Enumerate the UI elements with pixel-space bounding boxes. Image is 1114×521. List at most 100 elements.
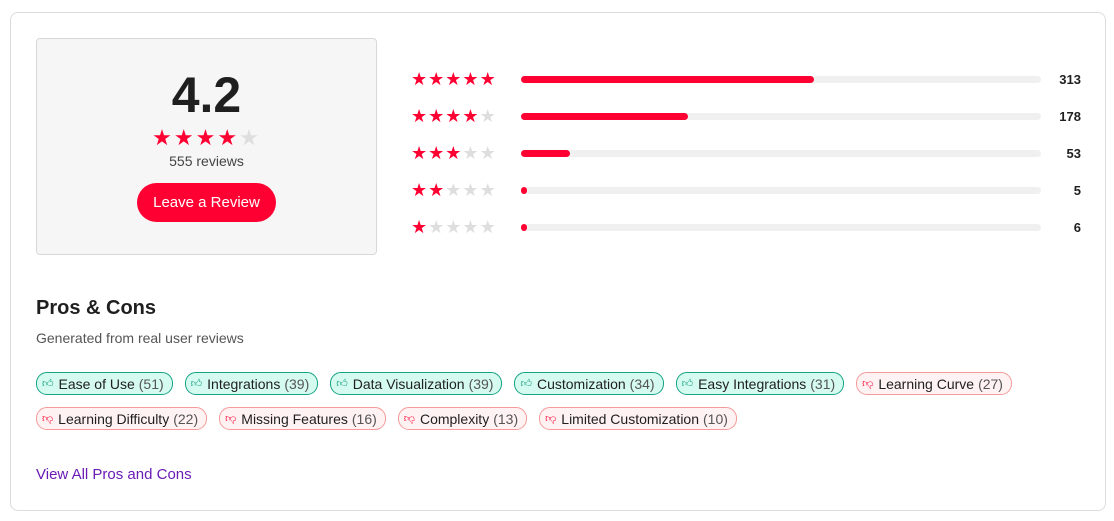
rating-bar-fill (521, 224, 527, 231)
tag-count: (16) (351, 410, 377, 427)
star-icon: ★ (428, 217, 446, 237)
star-icon: ★ (152, 125, 174, 150)
star-icon: ★ (462, 180, 480, 200)
star-icon: ★ (173, 125, 196, 150)
star-icon: ★ (445, 217, 463, 237)
star-icon: ★ (411, 180, 429, 200)
tag-count: (22) (173, 410, 199, 427)
star-icon: ★ (411, 143, 429, 163)
row-stars: ★★★★★ (411, 106, 521, 127)
tag-count: (13) (493, 410, 519, 427)
thumbs-down-icon: 👎︎ (862, 378, 874, 390)
thumbs-up-icon: 👍︎ (681, 378, 694, 390)
star-icon: ★ (411, 217, 429, 237)
rating-distribution: ★★★★★ 313 ★★★★★ 178 ★★★★★ 53 ★★★★★ 5 ★★★★★ 6 (411, 61, 1081, 246)
thumbs-up-icon: 👍︎ (42, 378, 54, 390)
star-icon: ★ (217, 125, 240, 150)
rating-row-2[interactable]: ★★★★★ 5 (411, 172, 1081, 209)
star-icon: ★ (479, 69, 497, 89)
rating-bar (521, 187, 1041, 194)
rating-row-5[interactable]: ★★★★★ 313 (411, 61, 1081, 98)
rating-count: 53 (1066, 146, 1081, 161)
rating-count: 5 (1073, 183, 1081, 198)
average-score: 4.2 (171, 67, 242, 123)
rating-bar (521, 224, 1041, 231)
tag-count: (10) (703, 410, 728, 427)
star-icon: ★ (428, 69, 446, 89)
pro-tag[interactable]: 👍︎ Data Visualization (39) (330, 372, 503, 395)
con-tag[interactable]: 👎︎ Learning Curve (27) (856, 372, 1012, 395)
pros-cons-subtitle: Generated from real user reviews (36, 330, 244, 346)
star-icon: ★ (479, 106, 497, 126)
tag-label: Ease of Use (58, 375, 135, 392)
star-icon: ★ (445, 106, 463, 126)
con-tag[interactable]: 👎︎ Missing Features (16) (219, 407, 386, 430)
star-icon: ★ (411, 69, 429, 89)
thumbs-down-icon: 👎︎ (545, 413, 557, 425)
rating-count: 313 (1059, 72, 1081, 87)
star-icon: ★ (195, 125, 218, 150)
pro-tag[interactable]: 👍︎ Easy Integrations (31) (675, 372, 845, 395)
thumbs-down-icon: 👎︎ (42, 413, 54, 425)
tag-label: Learning Difficulty (58, 410, 170, 427)
pros-cons-list: 👍︎ Ease of Use (51) 👍︎ Integrations (39) 👍︎ Dat… (36, 372, 1056, 430)
rating-count: 6 (1073, 220, 1081, 235)
rating-row-4[interactable]: ★★★★★ 178 (411, 98, 1081, 135)
rating-bar (521, 113, 1041, 120)
thumbs-down-icon: 👎︎ (403, 413, 415, 425)
star-icon: ★ (479, 180, 497, 200)
star-icon: ★ (462, 143, 480, 163)
star-icon: ★ (479, 143, 497, 163)
view-all-pros-cons-link[interactable]: View All Pros and Cons (36, 466, 192, 483)
tag-label: Data Visualization (352, 375, 465, 392)
tag-count: (34) (629, 375, 655, 392)
star-icon: ★ (428, 143, 446, 163)
star-icon: ★ (462, 217, 480, 237)
tag-label: Easy Integrations (698, 375, 807, 392)
tag-label: Customization (536, 375, 626, 392)
rating-row-1[interactable]: ★★★★★ 6 (411, 209, 1081, 246)
row-stars: ★★★★★ (411, 180, 521, 201)
star-icon: ★ (428, 180, 446, 200)
pro-tag[interactable]: 👍︎ Ease of Use (51) (36, 372, 173, 395)
pro-tag[interactable]: 👍︎ Customization (34) (514, 372, 664, 395)
tag-label: Missing Features (241, 410, 348, 427)
review-count: 555 reviews (169, 153, 244, 169)
star-icon: ★ (239, 125, 261, 150)
con-tag[interactable]: 👎︎ Complexity (13) (397, 407, 528, 430)
con-tag[interactable]: 👎︎ Limited Customization (10) (539, 407, 737, 430)
rating-count: 178 (1059, 109, 1081, 124)
rating-bar-fill (521, 113, 688, 120)
star-icon: ★ (445, 143, 463, 163)
leave-review-button[interactable]: Leave a Review (137, 183, 276, 222)
pros-cons-title: Pros & Cons (36, 297, 157, 319)
tag-label: Integrations (207, 375, 281, 392)
tag-count: (31) (810, 375, 836, 392)
star-icon: ★ (445, 180, 463, 200)
star-icon: ★ (462, 106, 480, 126)
pro-tag[interactable]: 👍︎ Integrations (39) (184, 372, 319, 395)
thumbs-up-icon: 👍︎ (520, 378, 532, 390)
star-icon: ★ (479, 217, 497, 237)
row-stars: ★★★★★ (411, 217, 521, 238)
star-icon: ★ (462, 69, 480, 89)
tag-count: (51) (138, 375, 164, 392)
rating-bar (521, 76, 1041, 83)
star-icon: ★ (445, 69, 463, 89)
row-stars: ★★★★★ (411, 69, 521, 90)
tag-label: Complexity (419, 410, 490, 427)
star-icon: ★ (428, 106, 446, 126)
rating-row-3[interactable]: ★★★★★ 53 (411, 135, 1081, 172)
average-stars: ★★★★★ (37, 125, 376, 151)
thumbs-up-icon: 👍︎ (190, 378, 203, 390)
rating-bar-fill (521, 150, 571, 157)
tag-label: Learning Curve (878, 375, 975, 392)
tag-count: (39) (468, 375, 494, 392)
rating-summary: 4.2 ★★★★★ 555 reviews Leave a Review (36, 38, 377, 255)
row-stars: ★★★★★ (411, 143, 521, 164)
rating-bar-fill (521, 76, 815, 83)
rating-bar (521, 150, 1041, 157)
con-tag[interactable]: 👎︎ Learning Difficulty (22) (36, 407, 208, 430)
rating-bar-fill (521, 187, 527, 194)
reviews-card: 4.2 ★★★★★ 555 reviews Leave a Review ★★★… (10, 12, 1106, 511)
